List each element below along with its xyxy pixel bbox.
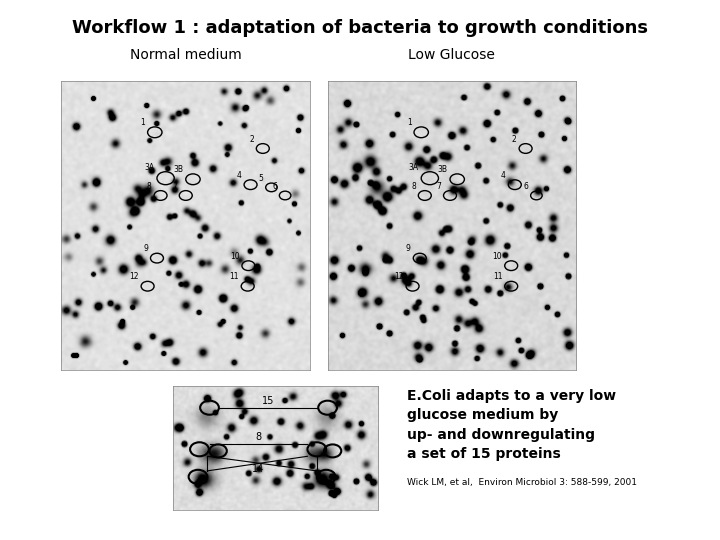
Text: 10: 10: [230, 252, 240, 261]
Text: 2: 2: [512, 134, 517, 144]
Text: 9: 9: [406, 244, 411, 253]
Text: 3B: 3B: [438, 165, 448, 174]
Text: Wick LM, et al,  Environ Microbiol 3: 588-599, 2001: Wick LM, et al, Environ Microbiol 3: 588…: [407, 478, 636, 487]
Text: E.Coli adapts to a very low
glucose medium by
up- and downregulating
a set of 15: E.Coli adapts to a very low glucose medi…: [407, 389, 616, 461]
Text: 5: 5: [258, 174, 264, 183]
Text: Low Glucose: Low Glucose: [408, 48, 495, 62]
Text: 3A: 3A: [144, 163, 155, 172]
Text: 1: 1: [140, 118, 145, 127]
Text: 10: 10: [492, 252, 503, 261]
Text: Normal medium: Normal medium: [130, 48, 241, 62]
Text: 15: 15: [262, 395, 275, 406]
Text: 11: 11: [492, 272, 503, 281]
Text: 12: 12: [129, 272, 139, 281]
Text: 1: 1: [407, 118, 412, 127]
Text: 8: 8: [411, 181, 416, 191]
Text: 8: 8: [147, 181, 152, 191]
Text: 8: 8: [256, 431, 261, 442]
Text: 4: 4: [501, 171, 506, 180]
Text: 7: 7: [172, 181, 177, 191]
Text: 3A: 3A: [408, 163, 419, 172]
Text: Workflow 1 : adaptation of bacteria to growth conditions: Workflow 1 : adaptation of bacteria to g…: [72, 19, 648, 37]
Text: 4: 4: [237, 171, 242, 180]
Text: 7: 7: [436, 181, 441, 191]
Text: 11: 11: [229, 272, 239, 281]
Text: 3B: 3B: [174, 165, 184, 174]
Text: 2: 2: [249, 134, 254, 144]
Text: 14: 14: [251, 464, 264, 474]
Text: 9: 9: [143, 244, 148, 253]
Text: 6: 6: [272, 182, 277, 191]
Text: 6: 6: [523, 182, 528, 191]
Text: 12: 12: [394, 272, 404, 281]
